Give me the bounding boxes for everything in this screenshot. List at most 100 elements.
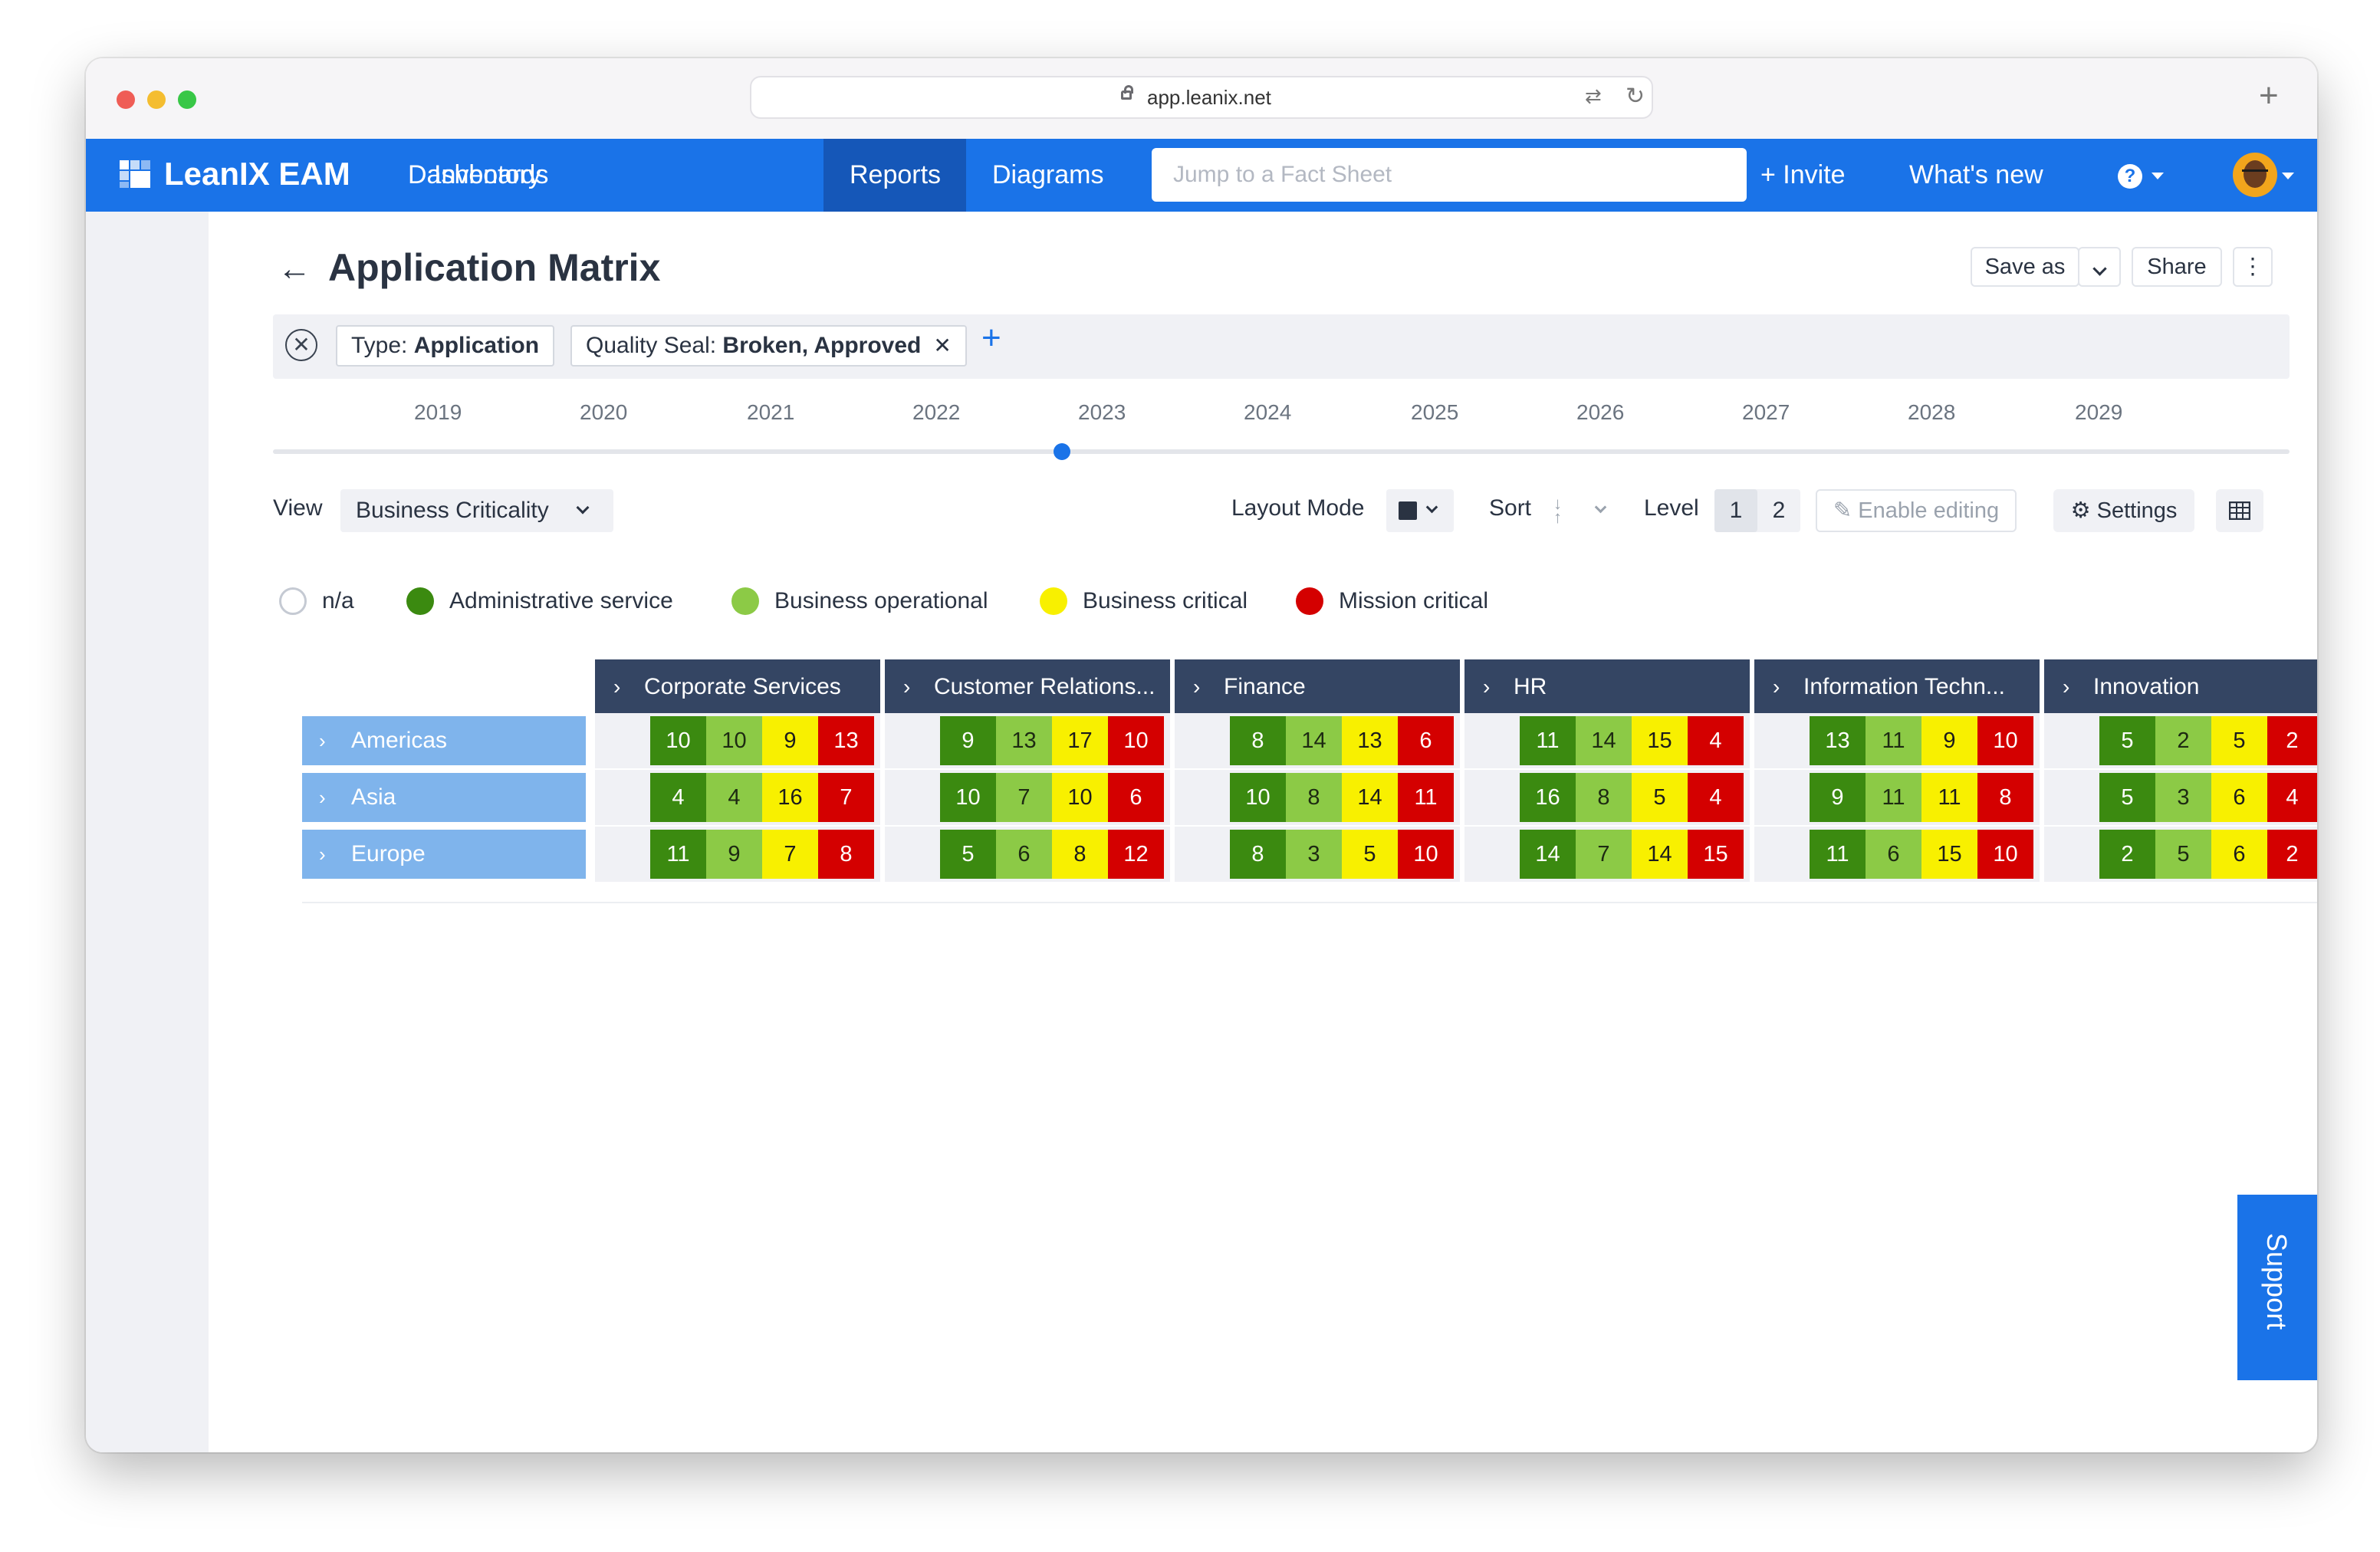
row-header-europe[interactable]: › Europe [302,830,586,879]
minimize-window-button[interactable] [147,90,166,109]
enable-editing-button[interactable]: ✎ Enable editing [1816,489,2017,532]
matrix-count[interactable]: 9 [706,830,762,879]
matrix-count[interactable]: 9 [1921,716,1977,765]
matrix-count[interactable]: 2 [2267,830,2317,879]
matrix-count[interactable]: 5 [1342,830,1398,879]
matrix-count[interactable]: 7 [1576,830,1632,879]
matrix-count[interactable]: 3 [1286,830,1342,879]
timeline-slider-handle[interactable] [1054,443,1070,460]
sort-select[interactable]: ↓ ↑ [1543,489,1633,532]
matrix-count[interactable]: 11 [1810,830,1866,879]
matrix-count[interactable]: 16 [1520,773,1576,822]
matrix-count[interactable]: 10 [1398,830,1454,879]
matrix-count[interactable]: 10 [650,716,706,765]
matrix-count[interactable]: 4 [650,773,706,822]
timeline-year[interactable]: 2020 [580,400,628,424]
user-avatar[interactable] [2233,153,2277,197]
matrix-count[interactable]: 6 [2211,773,2267,822]
timeline-year[interactable]: 2022 [912,400,961,424]
matrix-count[interactable]: 8 [1052,830,1108,879]
help-caret-icon[interactable] [2152,173,2164,179]
matrix-count[interactable]: 14 [1576,716,1632,765]
matrix-count[interactable]: 11 [650,830,706,879]
matrix-count[interactable]: 11 [1398,773,1454,822]
column-header-hr[interactable]: › HR [1464,659,1750,715]
close-window-button[interactable] [117,90,135,109]
matrix-count[interactable]: 6 [1398,716,1454,765]
timeline-year[interactable]: 2019 [414,400,462,424]
support-tab[interactable]: Support [2237,1195,2317,1380]
view-select[interactable]: Business Criticality [340,489,613,532]
matrix-count[interactable]: 5 [2099,773,2155,822]
matrix-count[interactable]: 10 [1977,830,2033,879]
matrix-count[interactable]: 4 [706,773,762,822]
invite-button[interactable]: + Invite [1760,160,1846,189]
matrix-count[interactable]: 5 [2211,716,2267,765]
matrix-count[interactable]: 17 [1052,716,1108,765]
matrix-count[interactable]: 7 [996,773,1052,822]
matrix-count[interactable]: 4 [2267,773,2317,822]
matrix-count[interactable]: 13 [996,716,1052,765]
matrix-count[interactable]: 10 [1230,773,1286,822]
type-filter-chip[interactable]: Type: Application [336,325,555,367]
clear-filters-icon[interactable]: ✕ [285,329,317,361]
fact-sheet-search-input[interactable]: Jump to a Fact Sheet [1152,148,1747,202]
matrix-count[interactable]: 10 [1108,716,1164,765]
reload-icon[interactable]: ↻ [1626,84,1645,109]
timeline-year[interactable]: 2024 [1244,400,1292,424]
share-button[interactable]: Share [2132,247,2222,287]
matrix-count[interactable]: 6 [1866,830,1921,879]
nav-diagrams[interactable]: Diagrams [992,160,1104,189]
matrix-count[interactable]: 16 [762,773,818,822]
matrix-count[interactable]: 11 [1866,773,1921,822]
matrix-count[interactable]: 14 [1520,830,1576,879]
matrix-count[interactable]: 10 [706,716,762,765]
matrix-count[interactable]: 13 [818,716,874,765]
nav-reports[interactable]: Reports [823,139,966,212]
leanix-logo-icon[interactable] [118,157,152,191]
matrix-count[interactable]: 4 [1688,716,1744,765]
nav-inventory[interactable]: Inventory [434,160,541,189]
matrix-count[interactable]: 7 [818,773,874,822]
matrix-count[interactable]: 4 [1688,773,1744,822]
timeline-year[interactable]: 2026 [1576,400,1625,424]
matrix-count[interactable]: 9 [1810,773,1866,822]
new-tab-icon[interactable]: + [2259,77,2279,114]
matrix-count[interactable]: 13 [1342,716,1398,765]
matrix-count[interactable]: 7 [762,830,818,879]
matrix-count[interactable]: 10 [940,773,996,822]
matrix-count[interactable]: 8 [1977,773,2033,822]
remove-filter-icon[interactable]: ✕ [933,334,952,357]
matrix-count[interactable]: 6 [996,830,1052,879]
matrix-count[interactable]: 15 [1921,830,1977,879]
row-header-americas[interactable]: › Americas [302,716,586,765]
matrix-count[interactable]: 14 [1286,716,1342,765]
help-icon[interactable]: ? [2118,164,2142,189]
translate-icon[interactable]: ⇄ [1585,84,1602,107]
matrix-count[interactable]: 5 [2099,716,2155,765]
matrix-count[interactable]: 10 [1052,773,1108,822]
matrix-count[interactable]: 15 [1688,830,1744,879]
column-header-information-technology[interactable]: › Information Techn... [1754,659,2040,715]
table-view-button[interactable] [2216,489,2263,532]
timeline-year[interactable]: 2025 [1411,400,1459,424]
row-header-asia[interactable]: › Asia [302,773,586,822]
zoom-window-button[interactable] [178,90,196,109]
matrix-count[interactable]: 12 [1108,830,1164,879]
level-1-button[interactable]: 1 [1714,489,1757,532]
matrix-count[interactable]: 2 [2155,716,2211,765]
level-2-button[interactable]: 2 [1772,498,1786,523]
matrix-count[interactable]: 11 [1921,773,1977,822]
nav-dashboards[interactable]: Dashboards [408,160,549,189]
matrix-count[interactable]: 8 [1230,716,1286,765]
matrix-count[interactable]: 2 [2099,830,2155,879]
matrix-count[interactable]: 6 [1108,773,1164,822]
matrix-count[interactable]: 9 [762,716,818,765]
matrix-count[interactable]: 2 [2267,716,2317,765]
column-header-finance[interactable]: › Finance [1175,659,1460,715]
matrix-count[interactable]: 3 [2155,773,2211,822]
matrix-count[interactable]: 14 [1632,830,1688,879]
matrix-count[interactable]: 8 [818,830,874,879]
column-header-innovation[interactable]: › Innovation [2044,659,2317,715]
matrix-count[interactable]: 8 [1230,830,1286,879]
